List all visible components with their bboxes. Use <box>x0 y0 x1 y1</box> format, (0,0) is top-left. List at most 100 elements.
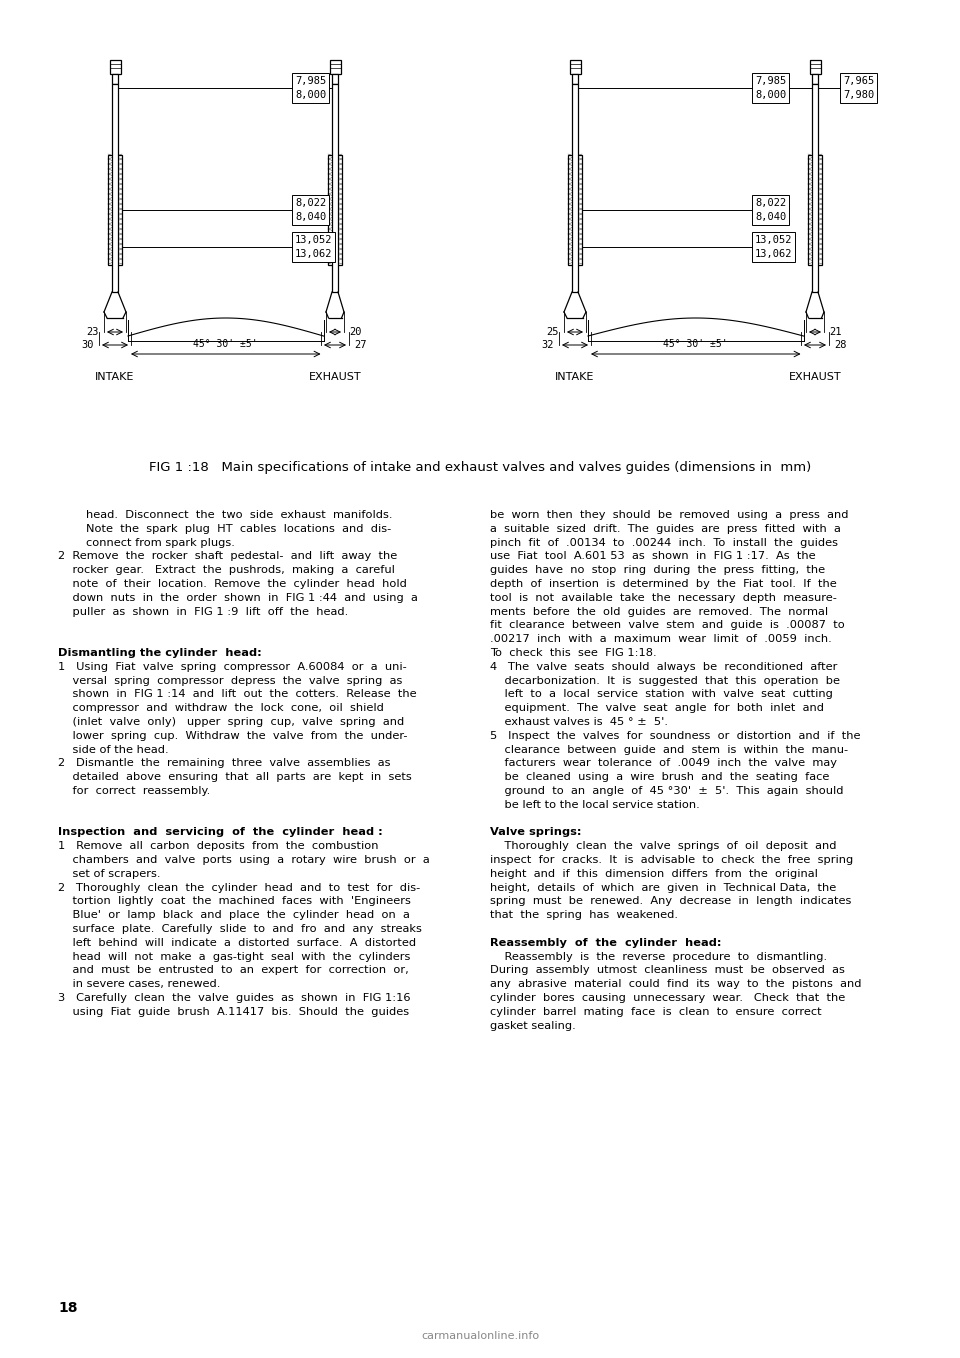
Text: fit  clearance  between  valve  stem  and  guide  is  .00087  to: fit clearance between valve stem and gui… <box>490 621 845 630</box>
Text: (inlet  valve  only)   upper  spring  cup,  valve  spring  and: (inlet valve only) upper spring cup, val… <box>58 717 404 727</box>
Text: carmanualonline.info: carmanualonline.info <box>420 1331 540 1340</box>
Text: 23: 23 <box>86 327 99 337</box>
Text: cylinder  barrel  mating  face  is  clean  to  ensure  correct: cylinder barrel mating face is clean to … <box>490 1006 822 1017</box>
Text: decarbonization.  It  is  suggested  that  this  operation  be: decarbonization. It is suggested that th… <box>490 675 840 686</box>
Text: 7,965
7,980: 7,965 7,980 <box>843 76 875 100</box>
Text: 13,052
13,062: 13,052 13,062 <box>295 235 332 259</box>
Text: tortion  lightly  coat  the  machined  faces  with  'Engineers: tortion lightly coat the machined faces … <box>58 896 411 906</box>
Text: note  of  their  location.  Remove  the  cylinder  head  hold: note of their location. Remove the cylin… <box>58 579 407 589</box>
Bar <box>332 84 338 292</box>
Text: 25: 25 <box>546 327 559 337</box>
Text: lower  spring  cup.  Withdraw  the  valve  from  the  under-: lower spring cup. Withdraw the valve fro… <box>58 731 407 741</box>
Text: Thoroughly  clean  the  valve  springs  of  oil  deposit  and: Thoroughly clean the valve springs of oi… <box>490 841 836 851</box>
Bar <box>812 73 818 84</box>
Bar <box>332 73 338 84</box>
Text: 2  Remove  the  rocker  shaft  pedestal-  and  lift  away  the: 2 Remove the rocker shaft pedestal- and … <box>58 551 397 561</box>
Bar <box>109 60 121 73</box>
Text: Inspection  and  servicing  of  the  cylinder  head :: Inspection and servicing of the cylinder… <box>58 827 383 838</box>
Text: in severe cases, renewed.: in severe cases, renewed. <box>58 979 221 989</box>
Text: be left to the local service station.: be left to the local service station. <box>490 800 700 809</box>
Bar <box>329 60 341 73</box>
Text: spring  must  be  renewed.  Any  decrease  in  length  indicates: spring must be renewed. Any decrease in … <box>490 896 852 906</box>
Text: set of scrapers.: set of scrapers. <box>58 869 160 879</box>
Text: Blue'  or  lamp  black  and  place  the  cylinder  head  on  a: Blue' or lamp black and place the cylind… <box>58 910 410 921</box>
Text: be  cleaned  using  a  wire  brush  and  the  seating  face: be cleaned using a wire brush and the se… <box>490 773 829 782</box>
Text: and  must  be  entrusted  to  an  expert  for  correction  or,: and must be entrusted to an expert for c… <box>58 966 409 975</box>
Text: ground  to  an  angle  of  45 °30'  ±  5'.  This  again  should: ground to an angle of 45 °30' ± 5'. This… <box>490 786 844 796</box>
Text: compressor  and  withdraw  the  lock  cone,  oil  shield: compressor and withdraw the lock cone, o… <box>58 703 384 713</box>
Text: 2   Dismantle  the  remaining  three  valve  assemblies  as: 2 Dismantle the remaining three valve as… <box>58 758 391 769</box>
Text: 7,985
8,000: 7,985 8,000 <box>755 76 786 100</box>
Bar <box>108 155 122 265</box>
Text: Dismantling the cylinder  head:: Dismantling the cylinder head: <box>58 648 262 659</box>
Text: equipment.  The  valve  seat  angle  for  both  inlet  and: equipment. The valve seat angle for both… <box>490 703 824 713</box>
Bar <box>569 60 581 73</box>
Text: Note  the  spark  plug  HT  cables  locations  and  dis-: Note the spark plug HT cables locations … <box>86 524 392 534</box>
Text: using  Fiat  guide  brush  A.11417  bis.  Should  the  guides: using Fiat guide brush A.11417 bis. Shou… <box>58 1006 409 1017</box>
Bar <box>809 60 821 73</box>
Text: 45° 30' ±5': 45° 30' ±5' <box>193 340 258 349</box>
Text: down  nuts  in  the  order  shown  in  FIG 1 :44  and  using  a: down nuts in the order shown in FIG 1 :4… <box>58 593 418 603</box>
Text: height  and  if  this  dimension  differs  from  the  original: height and if this dimension differs fro… <box>490 869 818 879</box>
Text: cylinder  bores  causing  unnecessary  wear.   Check  that  the: cylinder bores causing unnecessary wear.… <box>490 993 845 1004</box>
Text: versal  spring  compressor  depress  the  valve  spring  as: versal spring compressor depress the val… <box>58 675 402 686</box>
Text: left  to  a  local  service  station  with  valve  seat  cutting: left to a local service station with val… <box>490 690 833 699</box>
Text: 32: 32 <box>541 340 554 350</box>
Text: 8,022
8,040: 8,022 8,040 <box>755 198 786 221</box>
Text: surface  plate.  Carefully  slide  to  and  fro  and  any  streaks: surface plate. Carefully slide to and fr… <box>58 923 421 934</box>
Text: Valve springs:: Valve springs: <box>490 827 582 838</box>
Text: 5   Inspect  the  valves  for  soundness  or  distortion  and  if  the: 5 Inspect the valves for soundness or di… <box>490 731 860 741</box>
Text: inspect  for  cracks.  It  is  advisable  to  check  the  free  spring: inspect for cracks. It is advisable to c… <box>490 856 853 865</box>
Bar <box>112 84 118 292</box>
Text: 18: 18 <box>58 1301 78 1315</box>
Text: .00217  inch  with  a  maximum  wear  limit  of  .0059  inch.: .00217 inch with a maximum wear limit of… <box>490 634 831 644</box>
Text: 28: 28 <box>834 340 847 350</box>
Text: 1   Remove  all  carbon  deposits  from  the  combustion: 1 Remove all carbon deposits from the co… <box>58 841 378 851</box>
Text: INTAKE: INTAKE <box>555 372 594 382</box>
Text: height,  details  of  which  are  given  in  Technical Data,  the: height, details of which are given in Te… <box>490 883 836 892</box>
Text: puller  as  shown  in  FIG 1 :9  lift  off  the  head.: puller as shown in FIG 1 :9 lift off the… <box>58 607 348 617</box>
Text: Reassembly  is  the  reverse  procedure  to  dismantling.: Reassembly is the reverse procedure to d… <box>490 952 828 961</box>
Text: EXHAUST: EXHAUST <box>309 372 361 382</box>
Text: exhaust valves is  45 ° ±  5'.: exhaust valves is 45 ° ± 5'. <box>490 717 668 727</box>
Text: Reassembly  of  the  cylinder  head:: Reassembly of the cylinder head: <box>490 938 722 948</box>
Text: 7,985
8,000: 7,985 8,000 <box>295 76 326 100</box>
Text: chambers  and  valve  ports  using  a  rotary  wire  brush  or  a: chambers and valve ports using a rotary … <box>58 856 430 865</box>
Text: be  worn  then  they  should  be  removed  using  a  press  and: be worn then they should be removed usin… <box>490 511 849 520</box>
Text: 45° 30' ±5': 45° 30' ±5' <box>663 340 728 349</box>
Text: clearance  between  guide  and  stem  is  within  the  manu-: clearance between guide and stem is with… <box>490 744 848 755</box>
Text: depth  of  insertion  is  determined  by  the  Fiat  tool.  If  the: depth of insertion is determined by the … <box>490 579 837 589</box>
Text: rocker  gear.   Extract  the  pushrods,  making  a  careful: rocker gear. Extract the pushrods, makin… <box>58 565 395 576</box>
Bar <box>112 73 118 84</box>
Text: 21: 21 <box>829 327 842 337</box>
Text: head  will  not  make  a  gas-tight  seal  with  the  cylinders: head will not make a gas-tight seal with… <box>58 952 410 961</box>
Text: pinch  fit  of  .00134  to  .00244  inch.  To  install  the  guides: pinch fit of .00134 to .00244 inch. To i… <box>490 538 838 547</box>
Text: facturers  wear  tolerance  of  .0049  inch  the  valve  may: facturers wear tolerance of .0049 inch t… <box>490 758 837 769</box>
Text: 3   Carefully  clean  the  valve  guides  as  shown  in  FIG 1:16: 3 Carefully clean the valve guides as sh… <box>58 993 411 1004</box>
Text: 13,052
13,062: 13,052 13,062 <box>755 235 793 259</box>
Text: shown  in  FIG 1 :14  and  lift  out  the  cotters.  Release  the: shown in FIG 1 :14 and lift out the cott… <box>58 690 417 699</box>
Bar <box>812 84 818 292</box>
Text: 30: 30 <box>82 340 94 350</box>
Bar <box>328 155 342 265</box>
Text: gasket sealing.: gasket sealing. <box>490 1021 576 1031</box>
Bar <box>572 84 578 292</box>
Text: To  check  this  see  FIG 1:18.: To check this see FIG 1:18. <box>490 648 657 659</box>
Text: any  abrasive  material  could  find  its  way  to  the  pistons  and: any abrasive material could find its way… <box>490 979 861 989</box>
Text: that  the  spring  has  weakened.: that the spring has weakened. <box>490 910 678 921</box>
Text: 27: 27 <box>354 340 367 350</box>
Text: tool  is  not  available  take  the  necessary  depth  measure-: tool is not available take the necessary… <box>490 593 837 603</box>
Text: FIG 1 :18   Main specifications of intake and exhaust valves and valves guides (: FIG 1 :18 Main specifications of intake … <box>149 462 811 474</box>
Text: 8,022
8,040: 8,022 8,040 <box>295 198 326 221</box>
Text: EXHAUST: EXHAUST <box>789 372 841 382</box>
Text: 2   Thoroughly  clean  the  cylinder  head  and  to  test  for  dis-: 2 Thoroughly clean the cylinder head and… <box>58 883 420 892</box>
Bar <box>572 73 578 84</box>
Text: connect from spark plugs.: connect from spark plugs. <box>86 538 235 547</box>
Text: head.  Disconnect  the  two  side  exhaust  manifolds.: head. Disconnect the two side exhaust ma… <box>86 511 393 520</box>
Text: 1   Using  Fiat  valve  spring  compressor  A.60084  or  a  uni-: 1 Using Fiat valve spring compressor A.6… <box>58 661 407 672</box>
Text: guides  have  no  stop  ring  during  the  press  fitting,  the: guides have no stop ring during the pres… <box>490 565 826 576</box>
Bar <box>568 155 582 265</box>
Text: ments  before  the  old  guides  are  removed.  The  normal: ments before the old guides are removed.… <box>490 607 828 617</box>
Text: During  assembly  utmost  cleanliness  must  be  observed  as: During assembly utmost cleanliness must … <box>490 966 845 975</box>
Text: detailed  above  ensuring  that  all  parts  are  kept  in  sets: detailed above ensuring that all parts a… <box>58 773 412 782</box>
